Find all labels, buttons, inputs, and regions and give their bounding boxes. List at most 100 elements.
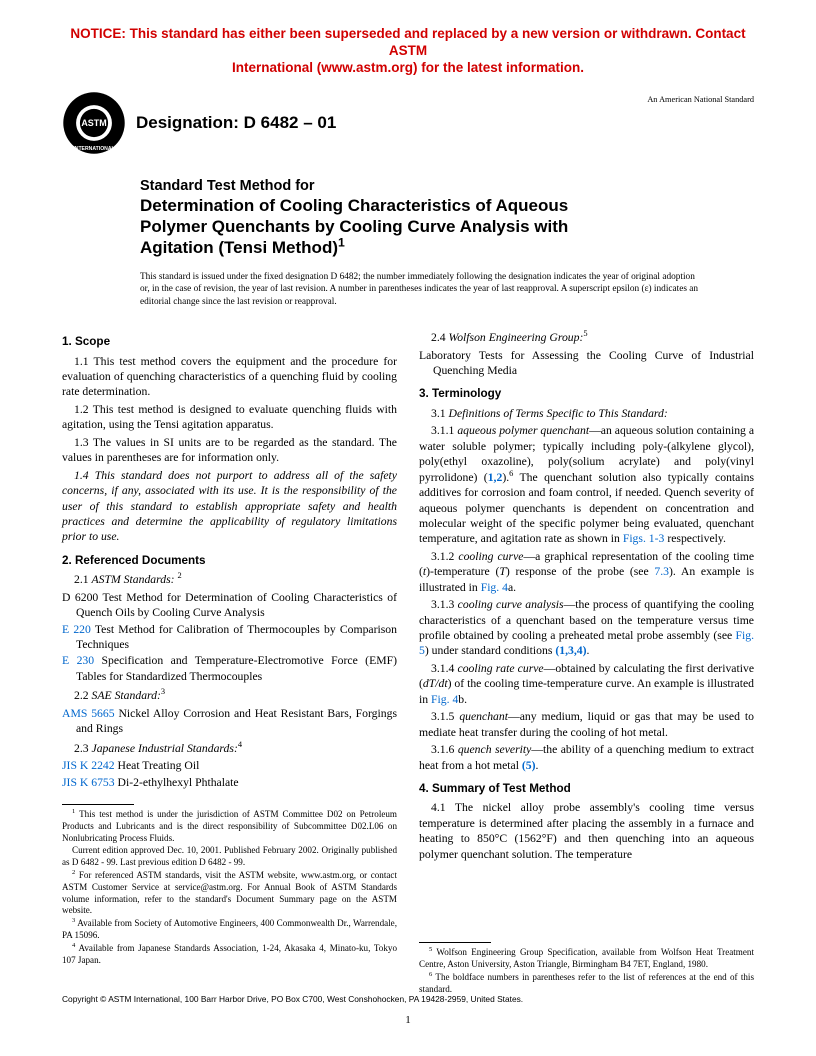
d315-num: 3.1.5	[431, 710, 459, 723]
ref-e220-link[interactable]: E 220	[62, 623, 91, 636]
d312-fig[interactable]: Fig. 4	[481, 581, 508, 594]
astm-logo-icon: ASTM INTERNATIONAL	[62, 91, 126, 155]
d315-term: quenchant	[459, 710, 508, 723]
def-3-1-2: 3.1.2 cooling curve—a graphical represen…	[419, 549, 754, 595]
right-column: 2.4 Wolfson Engineering Group:5 Laborato…	[419, 326, 754, 996]
d313-ref[interactable]: (1,3,4)	[555, 644, 586, 657]
sae-standard-head: 2.2 SAE Standard:3	[62, 688, 397, 703]
d314-d: dT/dt	[423, 677, 448, 690]
national-standard-note: An American National Standard	[647, 91, 754, 104]
footnote-2-text: For referenced ASTM standards, visit the…	[62, 870, 397, 915]
ref-e230: E 230 Specification and Temperature-Elec…	[62, 653, 397, 684]
footnote-6: 6 The boldface numbers in parentheses re…	[419, 972, 754, 996]
title-block: Standard Test Method for Determination o…	[140, 177, 754, 259]
para-4-1: 4.1 The nickel alloy probe assembly's co…	[419, 800, 754, 862]
title-lead: Standard Test Method for	[140, 177, 754, 195]
left-column: 1. Scope 1.1 This test method covers the…	[62, 326, 397, 996]
ref-e230-text: Specification and Temperature-Electromot…	[76, 654, 397, 682]
sae-standard-label: SAE Standard:	[92, 689, 161, 702]
wolfson-head: 2.4 Wolfson Engineering Group:5	[419, 330, 754, 345]
title-footnote-ref: 1	[338, 236, 345, 250]
d312-ref[interactable]: 7.3	[654, 565, 669, 578]
header-row: ASTM INTERNATIONAL Designation: D 6482 –…	[62, 91, 754, 155]
ref-d6200: D 6200 Test Method for Determination of …	[62, 590, 397, 621]
defs-head: 3.1 Definitions of Terms Specific to Thi…	[419, 406, 754, 421]
footnote-5-text: Wolfson Engineering Group Specification,…	[419, 947, 754, 969]
d314-b3: b.	[458, 693, 467, 706]
ref-ams-link[interactable]: AMS 5665	[62, 707, 115, 720]
d312-b2: )-temperature (	[426, 565, 499, 578]
d314-term: cooling rate curve	[458, 662, 544, 675]
d312-b5: a.	[508, 581, 516, 594]
title-line1: Determination of Cooling Characteristics…	[140, 196, 568, 215]
footnote-3-text: Available from Society of Automotive Eng…	[62, 918, 397, 940]
wolfson-label: Wolfson Engineering Group:	[449, 331, 584, 344]
def-3-1-3: 3.1.3 cooling curve analysis—the process…	[419, 597, 754, 659]
ref-jis1-text: Heat Treating Oil	[115, 759, 200, 772]
title-line2: Polymer Quenchants by Cooling Curve Anal…	[140, 217, 568, 236]
d314-num: 3.1.4	[431, 662, 458, 675]
ref-e220-text: Test Method for Calibration of Thermocou…	[76, 623, 397, 651]
astm-standards-head: 2.1 ASTM Standards: 2	[62, 572, 397, 587]
d311-ref[interactable]: 1,2	[488, 471, 503, 484]
d316-ref[interactable]: (5)	[522, 759, 536, 772]
d316-num: 3.1.6	[431, 743, 458, 756]
d312-term: cooling curve	[458, 550, 523, 563]
ref-jis2-text: Di-2-ethylhexyl Phthalate	[115, 776, 239, 789]
ref-e220: E 220 Test Method for Calibration of The…	[62, 622, 397, 653]
d313-num: 3.1.3	[431, 598, 458, 611]
para-1-3: 1.3 The values in SI units are to be reg…	[62, 435, 397, 466]
section-4-head: 4. Summary of Test Method	[419, 781, 754, 796]
page-number: 1	[0, 1014, 816, 1026]
section-2-head: 2. Referenced Documents	[62, 553, 397, 568]
def-3-1-1: 3.1.1 aqueous polymer quenchant—an aqueo…	[419, 423, 754, 547]
title-line3: Agitation (Tensi Method)	[140, 238, 338, 257]
d316-b2: .	[536, 759, 539, 772]
d312-b3: ) response of the probe (see	[506, 565, 655, 578]
issuance-note: This standard is issued under the fixed …	[140, 271, 700, 309]
footnote-1-text: This test method is under the jurisdicti…	[62, 809, 397, 843]
section-3-head: 3. Terminology	[419, 386, 754, 401]
d314-fig[interactable]: Fig. 4	[431, 693, 458, 706]
footnote-separator	[62, 804, 134, 805]
astm-standards-label: ASTM Standards:	[92, 573, 175, 586]
footnote-3: 3 Available from Society of Automotive E…	[62, 918, 397, 942]
ref-jis2-link[interactable]: JIS K 6753	[62, 776, 115, 789]
d313-b3: .	[587, 644, 590, 657]
para-1-4-text: 1.4 This standard does not purport to ad…	[62, 469, 397, 544]
ref-ams-text: Nickel Alloy Corrosion and Heat Resistan…	[76, 707, 397, 735]
defs-label: Definitions of Terms Specific to This St…	[449, 407, 668, 420]
d313-b2: ) under standard conditions	[425, 644, 555, 657]
ref-e230-link[interactable]: E 230	[62, 654, 94, 667]
d313-term: cooling curve analysis	[458, 598, 564, 611]
footnote-separator-right	[419, 942, 491, 943]
d311-figs[interactable]: Figs. 1-3	[623, 532, 665, 545]
notice-banner: NOTICE: This standard has either been su…	[62, 26, 754, 77]
copyright: Copyright © ASTM International, 100 Barr…	[62, 994, 523, 1004]
def-3-1-4: 3.1.4 cooling rate curve—obtained by cal…	[419, 661, 754, 707]
para-1-2: 1.2 This test method is designed to eval…	[62, 402, 397, 433]
page: NOTICE: This standard has either been su…	[0, 0, 816, 1056]
notice-line2: International (www.astm.org) for the lat…	[232, 60, 584, 75]
designation: Designation: D 6482 – 01	[136, 113, 647, 133]
footnote-1: 1 This test method is under the jurisdic…	[62, 809, 397, 844]
columns: 1. Scope 1.1 This test method covers the…	[62, 326, 754, 996]
d311-num: 3.1.1	[431, 424, 457, 437]
svg-text:INTERNATIONAL: INTERNATIONAL	[73, 146, 114, 152]
footnote-2: 2 For referenced ASTM standards, visit t…	[62, 870, 397, 917]
title-main: Determination of Cooling Characteristics…	[140, 195, 754, 259]
d316-term: quench severity	[458, 743, 532, 756]
d311-term: aqueous polymer quenchant	[457, 424, 589, 437]
svg-text:ASTM: ASTM	[81, 118, 106, 128]
wolfson-item: Laboratory Tests for Assessing the Cooli…	[419, 348, 754, 379]
ref-ams5665: AMS 5665 Nickel Alloy Corrosion and Heat…	[62, 706, 397, 737]
jis-head: 2.3 Japanese Industrial Standards:4	[62, 741, 397, 756]
jis-label: Japanese Industrial Standards:	[92, 742, 238, 755]
section-1-head: 1. Scope	[62, 334, 397, 349]
d311-e: respectively.	[664, 532, 726, 545]
para-1-4: 1.4 This standard does not purport to ad…	[62, 468, 397, 545]
footnote-4-text: Available from Japanese Standards Associ…	[62, 943, 397, 965]
para-1-1: 1.1 This test method covers the equipmen…	[62, 354, 397, 400]
def-3-1-6: 3.1.6 quench severity—the ability of a q…	[419, 742, 754, 773]
ref-jis1-link[interactable]: JIS K 2242	[62, 759, 115, 772]
